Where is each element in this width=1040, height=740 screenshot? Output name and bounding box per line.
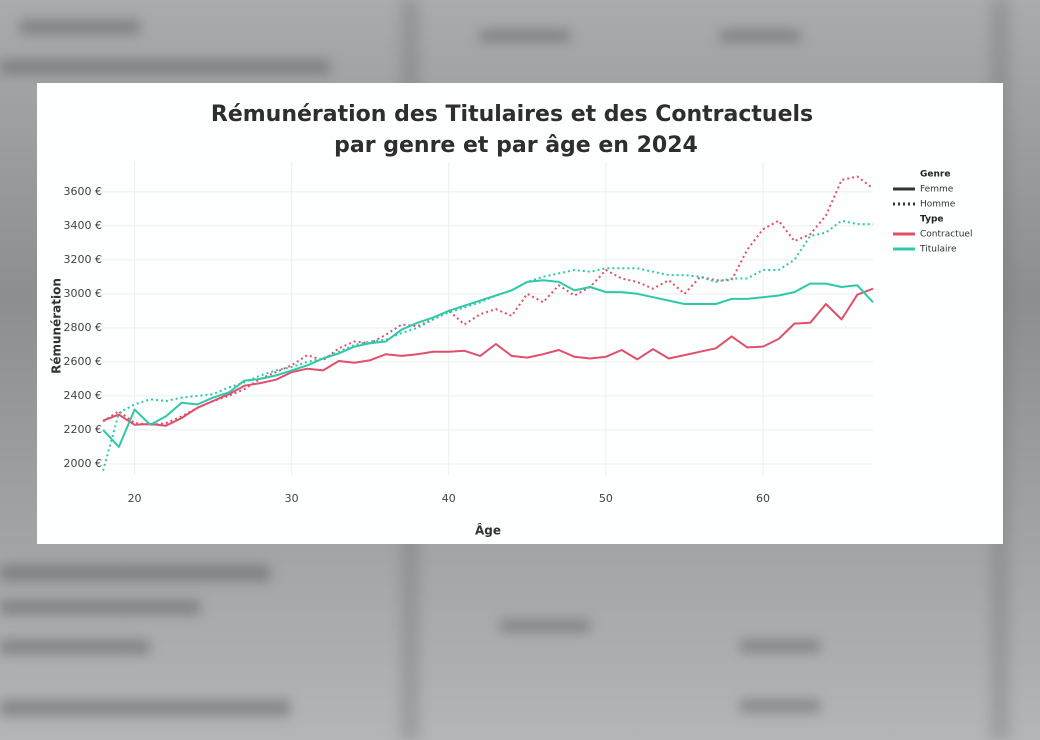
legend-label: Femme bbox=[920, 185, 954, 195]
y-tick-label: 2400 € bbox=[64, 389, 103, 402]
ticks: 2000 € 2200 € 2400 € 2600 € 2800 € 3000 € 3200… bbox=[64, 185, 771, 505]
x-tick-label: 40 bbox=[442, 492, 456, 505]
series-line bbox=[102, 175, 874, 426]
chart-title: par genre et par âge en 2024 bbox=[334, 133, 698, 158]
y-tick-label: 3600 € bbox=[64, 185, 103, 198]
legend-title: Type bbox=[920, 215, 943, 225]
x-tick-label: 60 bbox=[756, 492, 770, 505]
chart-title: Rémunération des Titulaires et des Contr… bbox=[211, 102, 813, 127]
chart-panel bbox=[37, 83, 1003, 544]
y-tick-label: 3200 € bbox=[64, 253, 103, 266]
x-tick-label: 20 bbox=[128, 492, 142, 505]
series-line bbox=[102, 287, 874, 427]
legend-label: Contractuel bbox=[920, 230, 972, 240]
series-line bbox=[102, 279, 874, 448]
y-tick-label: 2600 € bbox=[64, 355, 103, 368]
y-tick-label: 3000 € bbox=[64, 287, 103, 300]
x-tick-label: 50 bbox=[599, 492, 613, 505]
legend-label: Homme bbox=[920, 200, 956, 210]
x-tick-label: 30 bbox=[285, 492, 299, 505]
y-axis-label: Rémunération bbox=[50, 278, 64, 374]
legend-title: Genre bbox=[920, 170, 950, 180]
y-tick-label: 2800 € bbox=[64, 321, 103, 334]
x-axis-label: Âge bbox=[475, 523, 501, 538]
legend-label: Titulaire bbox=[919, 245, 957, 255]
series-line bbox=[102, 219, 873, 471]
grid bbox=[100, 162, 873, 475]
y-tick-label: 2000 € bbox=[64, 457, 103, 470]
y-tick-label: 2200 € bbox=[64, 423, 103, 436]
y-tick-label: 3400 € bbox=[64, 219, 103, 232]
